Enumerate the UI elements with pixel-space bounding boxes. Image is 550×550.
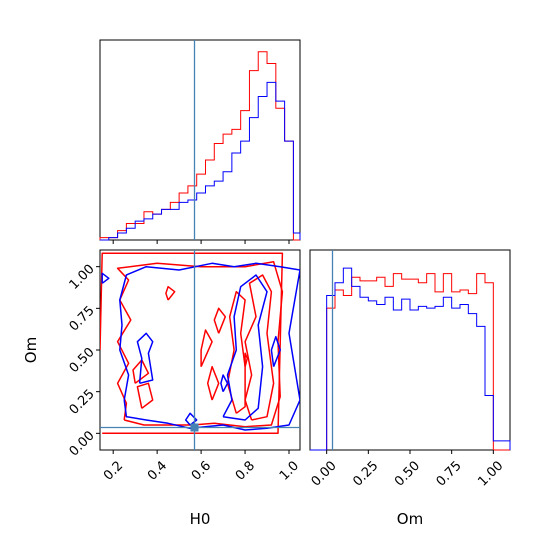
contour-clip-group — [100, 252, 300, 435]
h0-axis-label: H0 — [190, 510, 211, 528]
om-histogram-panel — [309, 249, 511, 451]
om-y-tick-label-0: 0.00 — [67, 428, 98, 459]
h0-tick-label-3: 0.8 — [233, 458, 258, 483]
joint-contour-panel — [99, 249, 301, 451]
om-hist-sample-b — [310, 267, 511, 451]
h0-histogram-layer — [99, 51, 301, 241]
contour-sample-a-4 — [136, 382, 154, 409]
truth-marker — [190, 423, 199, 432]
contour-sample-b-0 — [101, 272, 110, 284]
h0-hist-sample-a — [99, 51, 300, 241]
contour-sample-a-9 — [165, 285, 176, 301]
om-x-axis-label: Om — [397, 510, 423, 528]
truth-lines-layer — [100, 40, 334, 450]
om-y-tick-label-1: 0.25 — [67, 387, 98, 418]
om-y-tick-label-2: 0.50 — [67, 345, 98, 376]
h0-tick-label-2: 0.6 — [189, 458, 214, 483]
om-y-tick-label-3: 0.75 — [67, 303, 98, 334]
contour-sample-b-6 — [220, 374, 229, 393]
contour-sample-a-6 — [200, 329, 213, 368]
h0-tick-label-4: 1.0 — [277, 458, 302, 483]
contour-layer — [100, 252, 300, 435]
contour-sample-a-1 — [116, 260, 284, 428]
contour-sample-a-2 — [244, 274, 275, 421]
om-x-tick-label-4: 1.00 — [475, 458, 506, 489]
h0-tick-label-1: 0.4 — [145, 458, 170, 483]
contour-sample-a-10 — [244, 352, 249, 367]
om-y-axis-label: Om — [22, 337, 40, 363]
contour-sample-b-4 — [270, 335, 281, 367]
om-x-tick-label-3: 0.75 — [434, 458, 465, 489]
contour-sample-a-7 — [206, 365, 220, 401]
h0-histogram-panel — [99, 39, 301, 241]
contour-sample-b-2 — [136, 332, 154, 385]
om-y-tick-label-4: 1.00 — [67, 262, 98, 293]
h0-tick-label-0: 0.2 — [101, 458, 126, 483]
h0-hist-sample-b — [100, 81, 301, 241]
contour-sample-b-3 — [222, 274, 268, 421]
contour-sample-a-8 — [213, 307, 227, 334]
om-x-tick-label-2: 0.50 — [392, 458, 423, 489]
om-hist-sample-a — [310, 273, 510, 451]
contour-sample-a-0 — [100, 252, 284, 435]
tick-layer: 0.2 0.4 0.6 0.8 1.0 0.00 0.25 0.50 0.75 1.00 0.00 0… — [67, 240, 506, 490]
om-x-tick-label-0: 0.00 — [309, 458, 340, 489]
om-histogram-layer — [310, 267, 511, 451]
om-x-tick-label-1: 0.25 — [350, 458, 381, 489]
